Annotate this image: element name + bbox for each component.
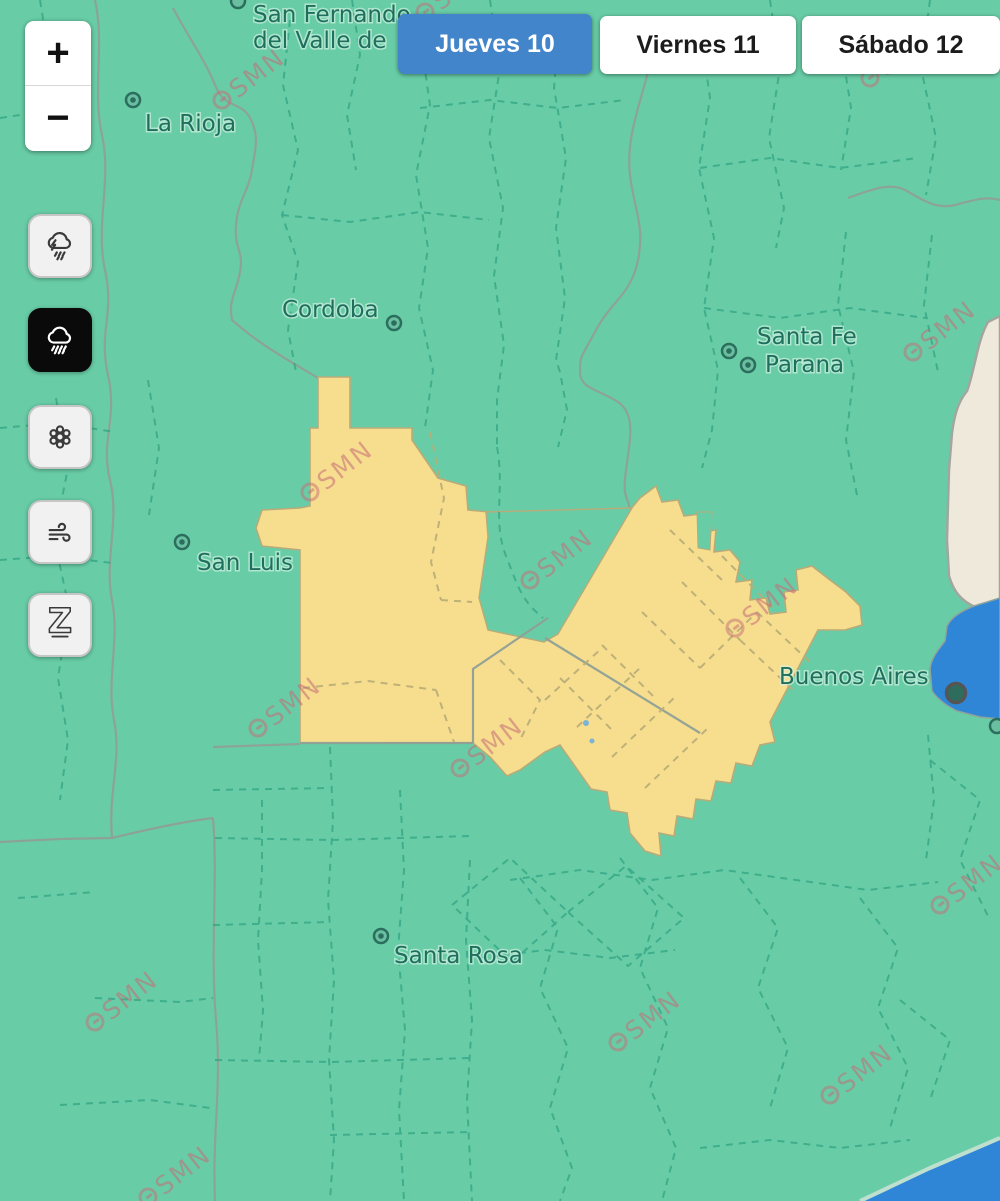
label-santa-fe: Santa Fe: [757, 324, 857, 350]
department-borders-on-alert: [302, 431, 813, 789]
city-marker: [988, 717, 1000, 735]
tab-day-sabado-12[interactable]: Sábado 12: [802, 16, 1000, 74]
alert-zone-yellow: [255, 376, 863, 858]
city-marker-buenos-aires: [944, 681, 968, 705]
city-marker: [124, 91, 142, 109]
wind-icon: [48, 522, 71, 542]
layer-button-snow[interactable]: [28, 405, 92, 469]
neighbor-land-region: [945, 314, 1000, 615]
province-borders-on-alert: [300, 617, 701, 745]
layer-button-storm[interactable]: [28, 214, 92, 278]
city-labels: San Fernando del Valle de La Rioja Cordo…: [144, 1, 931, 971]
rain-cloud-icon: [47, 326, 72, 355]
city-marker: [720, 342, 738, 360]
layer-button-zonda[interactable]: Z: [28, 593, 92, 657]
storm-cloud-lightning-icon: [47, 231, 72, 261]
label-santa-rosa: Santa Rosa: [394, 943, 523, 969]
city-marker: [173, 533, 191, 551]
label-parana: Parana: [765, 352, 844, 378]
snowflake-icon: [49, 425, 71, 449]
layer-button-rain[interactable]: [28, 308, 92, 372]
layer-button-wind[interactable]: [28, 500, 92, 564]
city-marker: [385, 314, 403, 332]
city-marker: [372, 927, 390, 945]
label-cordoba: Cordoba: [282, 297, 379, 323]
small-lakes: [583, 720, 595, 744]
tab-day-jueves-10[interactable]: Jueves 10: [398, 14, 592, 74]
city-markers: [124, 0, 1000, 945]
label-san-fernando: San Fernando del Valle de: [253, 2, 418, 54]
tab-day-viernes-11[interactable]: Viernes 11: [600, 16, 796, 74]
city-marker: [229, 0, 247, 10]
label-san-luis: San Luis: [197, 550, 293, 576]
label-la-rioja: La Rioja: [145, 111, 236, 137]
zonda-z-icon: Z: [47, 607, 73, 641]
city-marker: [739, 356, 757, 374]
zoom-out-button[interactable]: −: [46, 96, 70, 140]
green-wedge: [478, 507, 634, 643]
zoom-control: + −: [25, 21, 91, 151]
atlantic-water: [859, 1136, 1000, 1201]
label-buenos-aires: Buenos Aires: [779, 664, 929, 690]
svg-text:Z: Z: [48, 607, 72, 641]
zoom-in-button[interactable]: +: [25, 21, 91, 86]
